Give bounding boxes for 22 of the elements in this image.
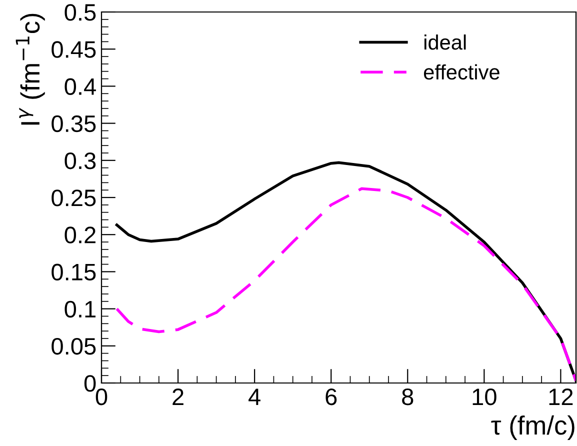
y-tick-label: 0.35 [52, 115, 96, 132]
x-tick-label: 2 [172, 388, 184, 405]
x-tick-label: 0 [96, 388, 108, 406]
x-tick-label: 10 [472, 388, 496, 406]
y-tick-label: 0.05 [52, 338, 96, 355]
y-tick-label: 0.25 [52, 190, 96, 206]
legend-label: effective [424, 64, 500, 80]
y-tick-label: 0.3 [64, 152, 96, 170]
y-tick-label: 0.45 [52, 41, 96, 58]
y-tick-label: 0.15 [52, 264, 96, 280]
legend-label: ideal [424, 34, 466, 50]
y-tick-label: 0.5 [64, 4, 96, 21]
x-tick-label: 4 [248, 388, 260, 405]
y-tick-label: 0 [84, 375, 96, 392]
x-tick-label: 6 [326, 388, 337, 406]
y-tick-label: 0.1 [64, 300, 96, 318]
y-tick-label: 0.2 [64, 226, 96, 244]
x-tick-label: 12 [549, 388, 573, 405]
y-tick-label: 0.4 [64, 78, 96, 95]
x-axis-title: τ (fm/c) [491, 415, 574, 440]
y-axis-title: I$^{γ}$ (fm$^{−1}$c) [16, 14, 45, 125]
x-tick-label: 8 [402, 388, 414, 406]
